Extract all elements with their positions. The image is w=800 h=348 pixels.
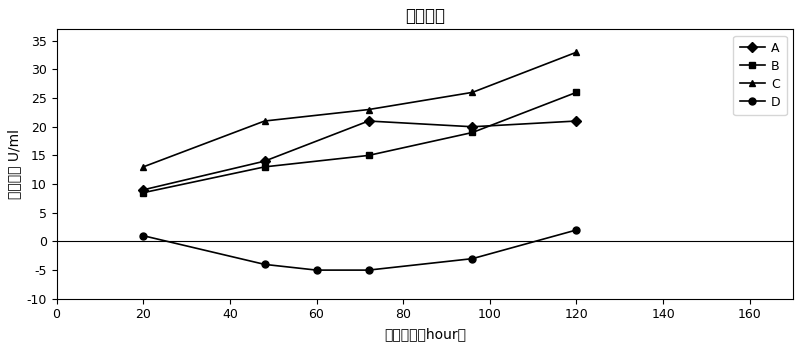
A [468, 125, 478, 129]
D [260, 262, 270, 267]
B [364, 153, 374, 158]
Line: D: D [140, 227, 580, 274]
B [138, 191, 148, 195]
D [138, 234, 148, 238]
Line: C: C [140, 49, 580, 171]
X-axis label: 诱导时间（hour）: 诱导时间（hour） [384, 327, 466, 341]
B [260, 165, 270, 169]
B [572, 90, 582, 94]
D [468, 256, 478, 261]
C [572, 50, 582, 54]
C [468, 90, 478, 94]
C [364, 108, 374, 112]
D [312, 268, 322, 272]
Line: A: A [140, 118, 580, 193]
A [364, 119, 374, 123]
Line: B: B [140, 89, 580, 196]
D [364, 268, 374, 272]
A [572, 119, 582, 123]
Y-axis label: 酶活大小 U/ml: 酶活大小 U/ml [7, 129, 21, 199]
A [260, 159, 270, 163]
C [138, 165, 148, 169]
Title: 酶活曲线: 酶活曲线 [405, 7, 445, 25]
D [572, 228, 582, 232]
A [138, 188, 148, 192]
B [468, 130, 478, 135]
C [260, 119, 270, 123]
Legend: A, B, C, D: A, B, C, D [734, 35, 787, 115]
